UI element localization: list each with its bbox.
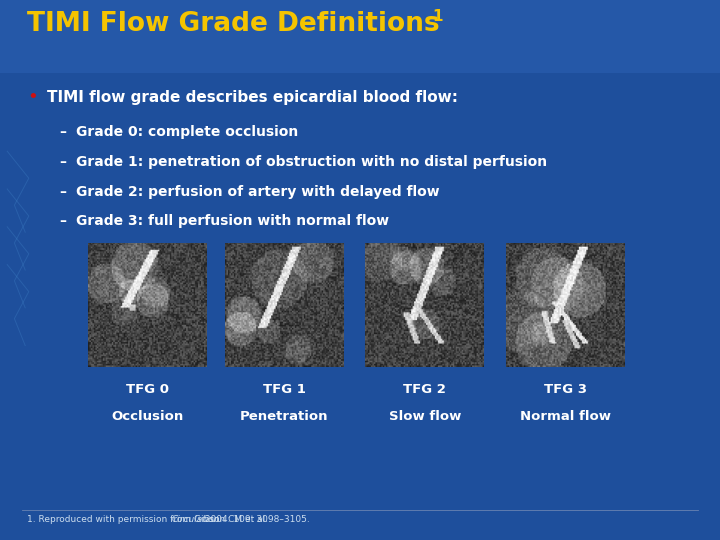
Text: TFG 1: TFG 1 — [263, 383, 306, 396]
Text: Circulation: Circulation — [171, 515, 220, 524]
Text: TIMI flow grade describes epicardial blood flow:: TIMI flow grade describes epicardial blo… — [47, 90, 458, 105]
Text: –: – — [59, 214, 66, 228]
Text: Grade 2: perfusion of artery with delayed flow: Grade 2: perfusion of artery with delaye… — [76, 185, 439, 199]
Text: Penetration: Penetration — [240, 410, 328, 423]
Text: Normal flow: Normal flow — [520, 410, 611, 423]
Text: Grade 3: full perfusion with normal flow: Grade 3: full perfusion with normal flow — [76, 214, 389, 228]
Text: –: – — [59, 125, 66, 139]
Text: 1. Reproduced with permission from Gibson CM et al.: 1. Reproduced with permission from Gibso… — [27, 515, 271, 524]
Text: TFG 3: TFG 3 — [544, 383, 587, 396]
Text: –: – — [59, 185, 66, 199]
Text: Slow flow: Slow flow — [389, 410, 461, 423]
Text: 1: 1 — [432, 9, 443, 24]
Text: •: • — [27, 88, 38, 106]
Text: Grade 1: penetration of obstruction with no distal perfusion: Grade 1: penetration of obstruction with… — [76, 155, 546, 169]
Text: Grade 0: complete occlusion: Grade 0: complete occlusion — [76, 125, 298, 139]
Text: Occlusion: Occlusion — [112, 410, 184, 423]
Text: TIMI Flow Grade Definitions: TIMI Flow Grade Definitions — [27, 11, 440, 37]
Text: 2004: 109: 3098–3105.: 2004: 109: 3098–3105. — [202, 515, 310, 524]
Bar — [0, 0, 720, 73]
Text: –: – — [59, 155, 66, 169]
Text: TFG 0: TFG 0 — [126, 383, 169, 396]
Text: TFG 2: TFG 2 — [403, 383, 446, 396]
